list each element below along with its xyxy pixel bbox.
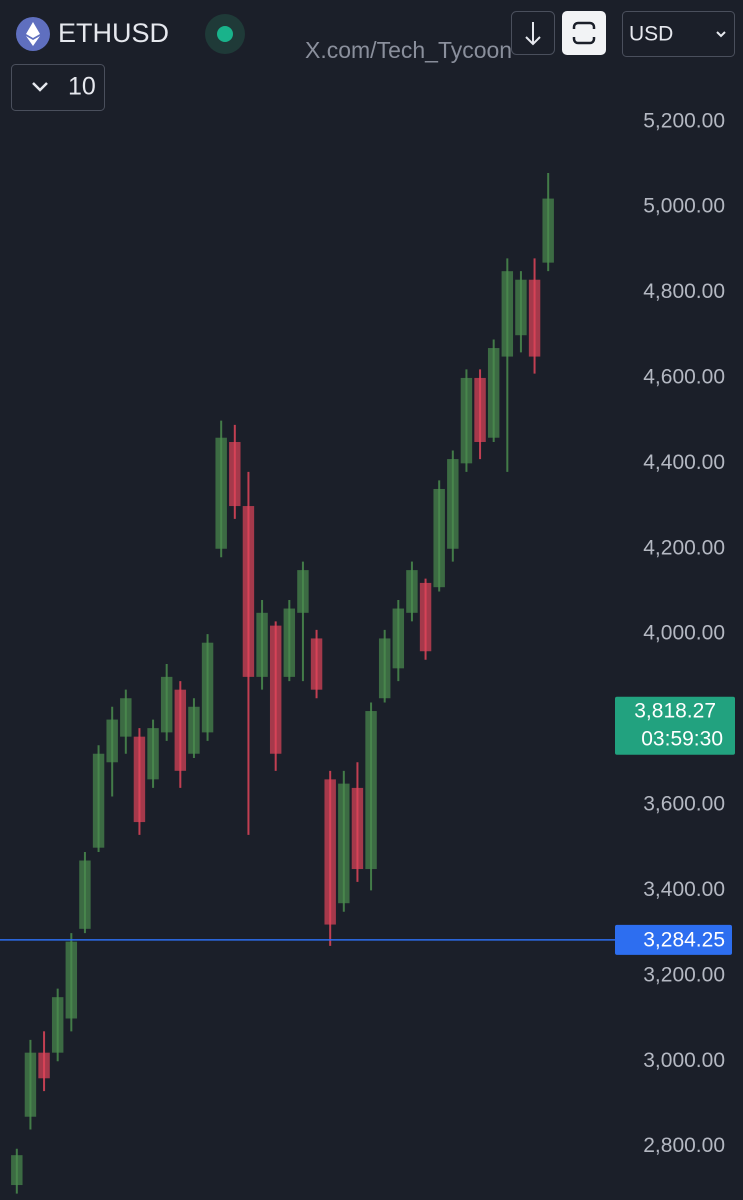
fullscreen-gap [568,29,600,37]
candle-body [38,1052,50,1079]
candle-body [365,711,377,870]
y-tick-label: 2,800.00 [643,1134,725,1157]
y-tick-label: 3,600.00 [643,793,725,816]
candle-body [174,689,187,771]
candle-body [24,1052,37,1117]
y-tick-label: 3,200.00 [643,963,725,986]
currency-select[interactable] [622,11,735,57]
plot-area [11,172,554,1194]
candle-body [460,377,473,464]
y-tick-label: 4,200.00 [643,536,725,559]
down-arrow [525,22,541,46]
eth-glyph [26,22,40,46]
price-line-tag [615,924,732,955]
candle-body [338,783,350,904]
last-price-tag [615,696,735,755]
y-tick-label: 3,000.00 [643,1049,725,1072]
candle-body [378,638,391,699]
candle-body [528,279,541,357]
candle-body [65,941,78,1019]
candle-body [406,570,418,613]
candle-body [201,642,214,733]
candle-body [133,736,146,823]
candle-body [542,198,554,263]
candle-body [242,506,255,677]
last-price-label: 3,818.27 [634,699,716,722]
candle-body [487,348,500,438]
candle-body [351,787,364,870]
candle-body [51,997,64,1053]
candle-body [188,706,200,754]
candle-body [120,698,132,737]
candle-body [269,625,282,754]
candle-body [11,1155,23,1186]
y-tick-label: 3,400.00 [643,878,725,901]
watermark: X.com/Tech_Tycoon [305,37,512,63]
select-chevron [716,31,726,38]
candle-body [229,441,241,507]
candle-body [474,377,486,442]
candle-body [283,608,296,677]
currency[interactable]: USD [629,23,673,46]
y-tick-label: 4,600.00 [643,365,725,388]
candle-body [92,753,105,848]
candle-body [160,676,173,733]
candle-body [447,459,459,549]
y-tick-label: 5,200.00 [643,109,725,132]
candle-body [501,271,514,357]
interval[interactable]: 10 [68,73,96,101]
y-tick-label: 4,400.00 [643,451,725,474]
y-tick-label: 4,800.00 [643,280,725,303]
candle-body [324,779,336,925]
candle-body [419,582,432,652]
candle-body [433,488,445,588]
countdown: 03:59:30 [641,727,723,750]
chevron [32,82,48,92]
status-dot [217,26,233,42]
candle-body [297,570,309,613]
candle-body [515,279,527,336]
candle-body [147,728,159,780]
candle-body [310,638,323,690]
candle-body [256,612,268,677]
symbol[interactable]: ETHUSD [58,18,169,48]
candle-body [79,860,91,929]
y-tick-label: 4,000.00 [643,622,725,645]
candle-body [106,719,118,763]
candle-body [392,608,405,669]
interval-button[interactable] [11,64,105,111]
candle-body [215,437,227,549]
price-line-label: 3,284.25 [643,928,725,951]
y-tick-label: 5,000.00 [643,195,725,218]
